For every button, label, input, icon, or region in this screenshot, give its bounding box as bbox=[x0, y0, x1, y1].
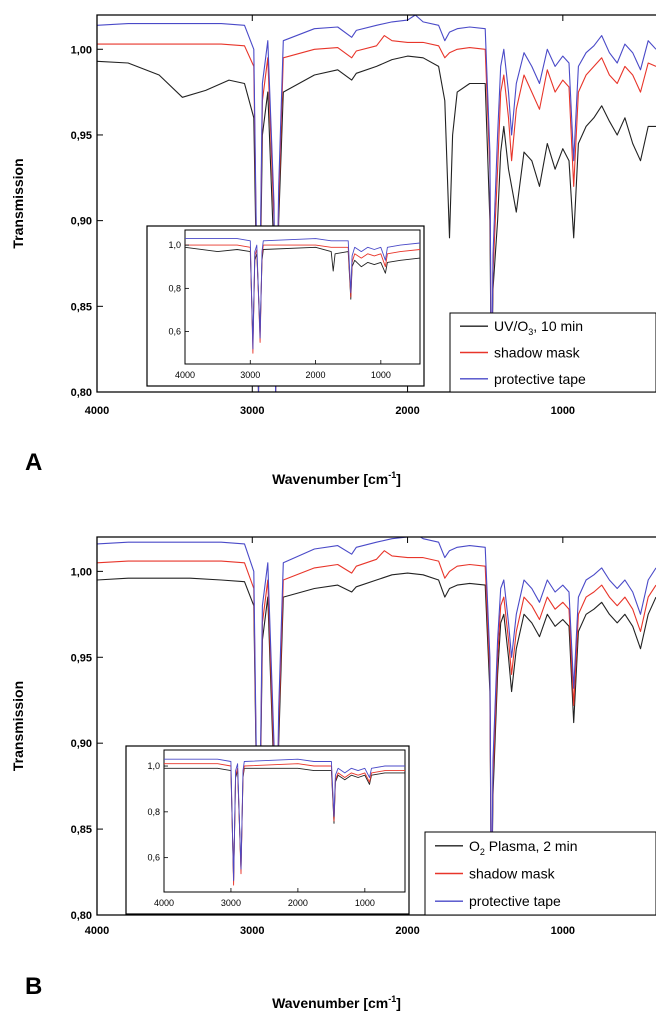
panel-a-inset-x-tick-label: 3000 bbox=[240, 370, 260, 380]
panel-b-x-tick-label: 4000 bbox=[85, 925, 109, 937]
panel-b-legend-label: O2 Plasma, 2 min bbox=[469, 838, 578, 857]
panel-b-y-tick-label: 0,95 bbox=[71, 652, 92, 664]
panel-a-y-tick-label: 0,80 bbox=[71, 387, 92, 399]
panel-a-inset-x-tick-label: 1000 bbox=[371, 370, 391, 380]
panel-a-x-tick-label: 1000 bbox=[551, 405, 575, 417]
panel-b-legend-label: shadow mask bbox=[469, 866, 556, 882]
panel-a-y-tick-label: 1,00 bbox=[71, 44, 92, 56]
panel-b-inset-series-3-line bbox=[164, 758, 405, 881]
panel-a-panel-letter: A bbox=[25, 449, 42, 476]
panel-a: 4000 3000 2000 1000 0,80 0,85 0,90 0,95 1,00 Wave… bbox=[10, 14, 656, 487]
panel-a-series-1-line bbox=[97, 55, 656, 392]
panel-b-y-tick-label: 1,00 bbox=[71, 566, 92, 578]
panel-a-y-tick-label: 0,85 bbox=[71, 301, 92, 313]
panel-a-legend: UV/O3, 10 min shadow mask protective tape bbox=[449, 312, 656, 393]
panel-a-inset-y-tick-label: 1,0 bbox=[168, 240, 181, 250]
panel-b-legend-label: protective tape bbox=[469, 893, 561, 909]
panel-a-frame bbox=[96, 14, 656, 393]
panel-b-legend: O2 Plasma, 2 min shadow mask protective ta… bbox=[424, 831, 656, 916]
panel-b-inset-x-tick-label: 4000 bbox=[154, 898, 174, 908]
panel-a-y-tick-label: 0,90 bbox=[71, 216, 92, 228]
panel-b-x-tick-label: 2000 bbox=[395, 925, 419, 937]
panel-a-inset-y-tick-label: 0,8 bbox=[168, 283, 181, 293]
panel-b-inset: 4000 3000 2000 1000 0,6 0,8 1,0 bbox=[125, 745, 410, 915]
panel-b-series-3-line bbox=[97, 537, 656, 915]
panel-b-legend-box bbox=[424, 831, 656, 916]
panel-b-series-2-line bbox=[97, 550, 656, 915]
panel-b-inset-x-tick-label: 2000 bbox=[288, 898, 308, 908]
panel-b-series bbox=[97, 537, 656, 915]
panel-a-inset-axes bbox=[184, 229, 421, 365]
panel-b-inset-axes bbox=[163, 749, 406, 893]
panel-b-y-tick-label: 0,90 bbox=[71, 738, 92, 750]
panel-b-inset-x-tick-label: 1000 bbox=[355, 898, 375, 908]
panel-a-inset-series bbox=[185, 238, 420, 354]
panel-b-x-tick-label: 1000 bbox=[551, 925, 575, 937]
panel-a-inset-x-tick-label: 4000 bbox=[175, 370, 195, 380]
panel-b-series-1-line bbox=[97, 572, 656, 915]
panel-b-x-tick-label: 3000 bbox=[240, 925, 264, 937]
panel-a-series-3-line bbox=[97, 15, 656, 392]
panel-b-frame bbox=[96, 536, 656, 916]
panel-b-y-tick-label: 0,80 bbox=[71, 910, 92, 922]
panel-a-inset-frame bbox=[146, 225, 425, 387]
panel-a-series bbox=[97, 15, 656, 392]
panel-a-x-tick-label: 2000 bbox=[395, 405, 419, 417]
panel-b-panel-letter: B bbox=[25, 973, 42, 1000]
panel-b-y-tick-label: 0,85 bbox=[71, 824, 92, 836]
panel-a-y-tick-label: 0,95 bbox=[71, 130, 92, 142]
panel-a-inset-y-tick-label: 0,6 bbox=[168, 327, 181, 337]
panel-a-legend-label: protective tape bbox=[494, 371, 586, 387]
panel-a-y-axis-label: Transmission bbox=[10, 158, 26, 248]
panel-a-inset-x-tick-label: 2000 bbox=[306, 370, 326, 380]
panel-b-y-axis-label: Transmission bbox=[10, 681, 26, 771]
panel-a-x-axis-label: Wavenumber [cm-1] bbox=[272, 470, 401, 487]
panel-b: 4000 3000 2000 1000 0,80 0,85 0,90 0,95 1,00 Wave… bbox=[10, 536, 656, 1011]
panel-b-inset-y-tick-label: 0,6 bbox=[147, 853, 160, 863]
panel-a-x-tick-label: 4000 bbox=[85, 405, 109, 417]
panel-a-x-tick-label: 3000 bbox=[240, 405, 264, 417]
panel-b-x-axis-label: Wavenumber [cm-1] bbox=[272, 994, 401, 1011]
panel-a-inset: 4000 3000 2000 1000 0,6 0,8 1,0 bbox=[146, 225, 425, 387]
panel-a-legend-label: shadow mask bbox=[494, 345, 581, 361]
panel-a-inset-series-3-line bbox=[185, 238, 420, 350]
panel-a-series-2-line bbox=[97, 35, 656, 392]
panel-a-legend-label: UV/O3, 10 min bbox=[494, 318, 583, 337]
panel-b-inset-series bbox=[164, 758, 405, 886]
panel-b-inset-y-tick-label: 0,8 bbox=[147, 807, 160, 817]
panel-b-inset-y-tick-label: 1,0 bbox=[147, 761, 160, 771]
panel-b-inset-x-tick-label: 3000 bbox=[221, 898, 241, 908]
